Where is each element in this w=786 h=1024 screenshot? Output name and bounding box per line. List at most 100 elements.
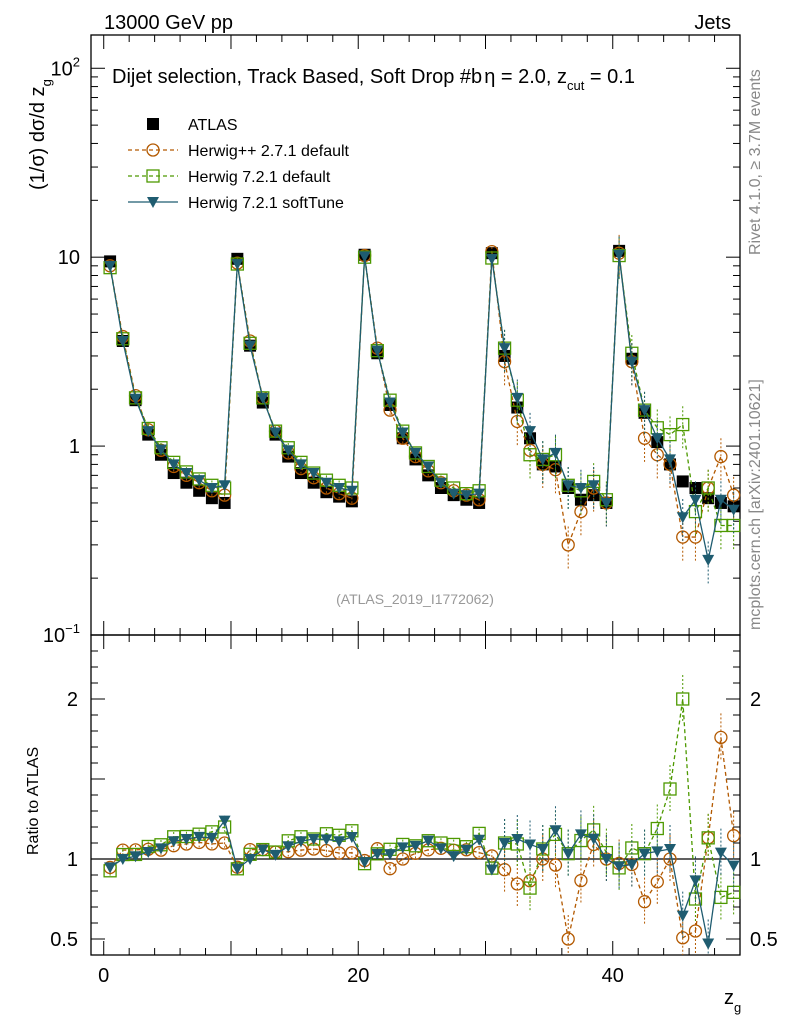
- data-point: [536, 454, 549, 466]
- data-point: [676, 417, 690, 432]
- ratio-point: [307, 834, 320, 845]
- ratio-point: [142, 847, 155, 859]
- y-axis-label-sub: g: [39, 79, 54, 86]
- ratio-tick-label-right: 1: [750, 849, 761, 871]
- series-line-1: [109, 251, 735, 548]
- y-tick-label: 10−1: [43, 621, 80, 647]
- data-point: [422, 461, 435, 473]
- data-point: [689, 494, 702, 506]
- data-point: [726, 518, 741, 533]
- data-point: [562, 480, 575, 492]
- legend-label: Herwig++ 2.7.1 default: [188, 143, 350, 160]
- data-point: [638, 405, 651, 417]
- ratio-tick-label-left: 0.5: [50, 929, 78, 951]
- y-tick-label-base: 10: [43, 625, 65, 647]
- data-point: [663, 427, 677, 442]
- ratio-point: [460, 844, 473, 856]
- ratio-series-group: [103, 675, 741, 955]
- ratio-line-2: [109, 698, 734, 900]
- ratio-point: [358, 857, 371, 869]
- ratio-point: [256, 844, 269, 856]
- ratio-point: [116, 854, 129, 865]
- header-left-label: 13000 GeV pp: [104, 12, 233, 34]
- data-point: [702, 554, 715, 566]
- y-tick-label: 1: [69, 436, 80, 458]
- ratio-point: [523, 881, 537, 895]
- data-point: [307, 468, 320, 480]
- ratio-line-1: [109, 737, 735, 940]
- ratio-point: [473, 834, 486, 846]
- data-point: [727, 504, 740, 516]
- data-point: [345, 485, 358, 497]
- ratio-point: [193, 831, 206, 843]
- data-point: [269, 427, 282, 439]
- data-point: [333, 490, 346, 503]
- data-point: [116, 335, 129, 347]
- data-point: [701, 481, 715, 495]
- y-tick-label-base: 1: [69, 436, 80, 458]
- ratio-point: [371, 848, 384, 860]
- ratio-point: [548, 858, 563, 872]
- y-tick-label-base: 10: [58, 247, 80, 269]
- ratio-point: [651, 846, 664, 858]
- x-axis-ticks: 0 20 40: [98, 35, 741, 987]
- data-point: [473, 488, 486, 500]
- x-axis-label-main: z: [724, 987, 734, 1009]
- data-point: [345, 495, 358, 508]
- data-point: [104, 260, 117, 272]
- ratio-point: [511, 834, 524, 845]
- data-point: [244, 340, 257, 352]
- ratio-point: [664, 844, 677, 855]
- ratio-point: [269, 849, 282, 861]
- ratio-point: [650, 875, 664, 889]
- chart-title-cut-sub: cut: [567, 78, 585, 93]
- ratio-tick-label-right: 0.5: [750, 929, 778, 951]
- data-point: [333, 482, 346, 494]
- ratio-point: [714, 730, 728, 745]
- ratio-point: [574, 873, 588, 888]
- ratio-point: [409, 840, 422, 852]
- x-axis-label: zg: [724, 987, 741, 1015]
- data-point: [320, 477, 333, 489]
- ratio-point: [154, 843, 167, 855]
- data-point: [193, 475, 206, 487]
- side-rivet-label: Rivet 4.1.0, ≥ 3.7M events: [747, 69, 764, 255]
- header-right-label: Jets: [694, 12, 731, 34]
- y-tick-label: 102: [51, 54, 80, 80]
- ratio-point: [231, 863, 244, 875]
- data-point: [180, 468, 193, 480]
- ratio-point: [294, 836, 307, 848]
- main-series-group: [103, 234, 741, 584]
- data-point: [447, 488, 460, 500]
- ratio-point: [689, 875, 702, 887]
- ratio-point: [676, 910, 689, 922]
- data-point: [651, 433, 664, 445]
- data-point: [154, 444, 167, 456]
- ratio-tick-label-left: 1: [67, 849, 78, 871]
- chart-title-cut-val: = 0.1: [584, 66, 635, 88]
- ratio-point: [562, 848, 575, 860]
- chart-title-eta: η = 2.0, z: [484, 66, 567, 88]
- legend-marker: [147, 118, 159, 130]
- data-point: [511, 392, 524, 404]
- legend-marker: [146, 143, 160, 157]
- x-tick-label: 40: [602, 965, 624, 987]
- ratio-point: [345, 832, 358, 844]
- ratio-point: [244, 854, 257, 865]
- ratio-point: [600, 854, 613, 865]
- data-point: [549, 447, 562, 459]
- data-point: [142, 426, 155, 438]
- data-point: [600, 497, 613, 509]
- ratio-point: [485, 864, 498, 876]
- ratio-point: [434, 843, 447, 855]
- ratio-point: [510, 877, 524, 891]
- data-point: [498, 343, 511, 355]
- legend-label: Herwig 7.2.1 default: [188, 169, 331, 186]
- y-axis-label-main: (1/σ) dσ/d z: [27, 86, 49, 190]
- ratio-point: [702, 938, 715, 950]
- data-point: [714, 494, 727, 506]
- data-point: [676, 512, 689, 524]
- data-point: [637, 431, 652, 445]
- ratio-point: [688, 924, 703, 938]
